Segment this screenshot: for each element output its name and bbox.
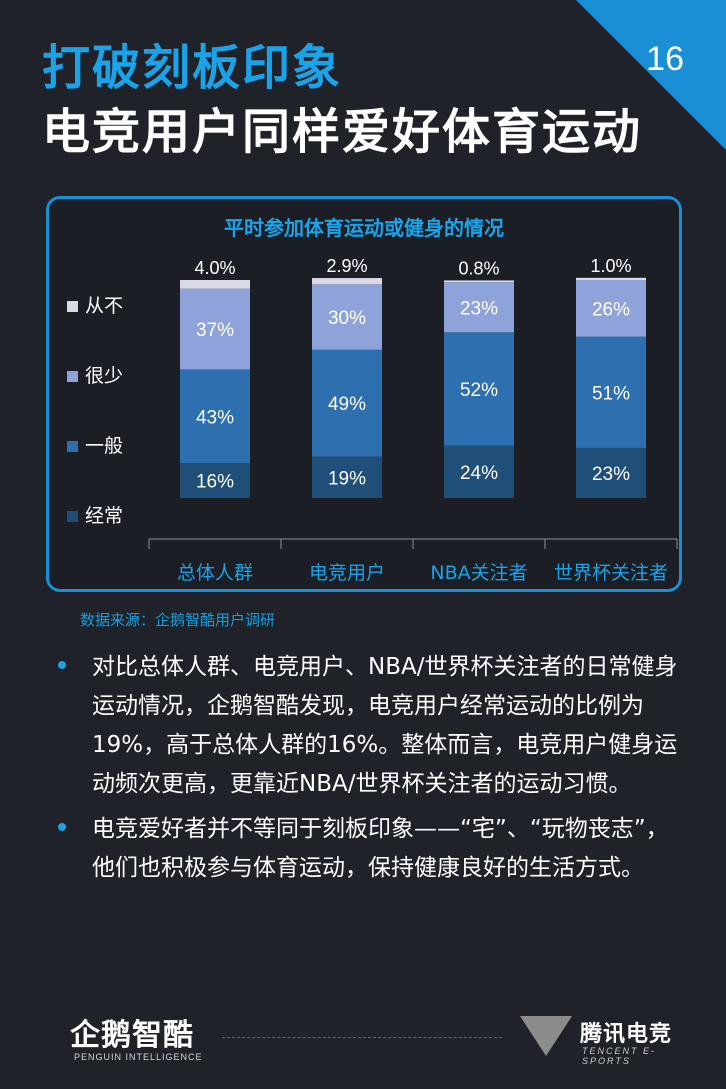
- x-tick-label: NBA关注者: [430, 562, 527, 584]
- bar-segment: [444, 332, 514, 446]
- tencent-esports-logo: 腾讯电竞 TENCENT E-SPORTS: [520, 1014, 700, 1066]
- legend-label: 很少: [85, 365, 123, 387]
- data-label: 43%: [196, 407, 234, 428]
- logo-subtext: PENGUIN INTELLIGENCE: [74, 1052, 203, 1062]
- bar-segment: [312, 456, 382, 498]
- bullet-dot-icon: [58, 661, 66, 669]
- bullet-list: 对比总体人群、电竞用户、NBA/世界杯关注者的日常健身运动情况，企鹅智酷发现，电…: [58, 648, 678, 894]
- page-corner-triangle: [576, 0, 726, 150]
- bar-segment: [180, 288, 250, 370]
- v-logo-icon: [520, 1016, 572, 1056]
- bar-segment: [312, 278, 382, 285]
- bar-segment: [576, 280, 646, 337]
- data-label: 1.0%: [590, 256, 631, 276]
- chart-panel: 平时参加体育运动或健身的情况 16% 43% 37% 4.0% 总体人群 19% 49% 30%…: [46, 196, 682, 592]
- chart-title: 平时参加体育运动或健身的情况: [224, 216, 504, 240]
- bar-segment: [444, 445, 514, 498]
- data-label: 37%: [196, 320, 234, 341]
- bar-segment: [312, 284, 382, 350]
- bullet-item: 电竞爱好者并不等同于刻板印象——“宅”、“玩物丧志”，他们也积极参与体育运动，保…: [58, 810, 678, 888]
- bar-segment: [576, 277, 646, 280]
- penguin-intelligence-logo: 企鹅智酷 PENGUIN INTELLIGENCE: [70, 1010, 220, 1070]
- bar-segment: [312, 349, 382, 457]
- logo-subtext: TENCENT E-SPORTS: [582, 1046, 656, 1066]
- bar-segment: [444, 280, 514, 283]
- page-subtitle: 电竞用户同样爱好体育运动: [42, 104, 643, 160]
- data-label: 30%: [328, 308, 366, 329]
- bullet-text: 电竞爱好者并不等同于刻板印象——“宅”、“玩物丧志”，他们也积极参与体育运动，保…: [92, 816, 669, 881]
- bar-segment: [180, 280, 250, 289]
- x-tick-label: 总体人群: [177, 562, 253, 584]
- legend-swatch: [67, 371, 78, 382]
- page-title: 打破刻板印象: [42, 40, 343, 96]
- data-label: 49%: [328, 394, 366, 415]
- data-label: 23%: [460, 298, 498, 319]
- bullet-text: 对比总体人群、电竞用户、NBA/世界杯关注者的日常健身运动情况，企鹅智酷发现，电…: [92, 654, 678, 797]
- bar-segment: [576, 336, 646, 448]
- bar-segment: [444, 282, 514, 333]
- data-label: 52%: [460, 380, 498, 401]
- data-label: 4.0%: [194, 258, 235, 278]
- legend-label: 经常: [85, 505, 123, 527]
- data-label: 2.9%: [326, 256, 367, 276]
- x-tick-label: 世界杯关注者: [554, 562, 668, 584]
- data-source-note: 数据来源：企鹅智酷用户调研: [80, 611, 276, 629]
- logo-text: 腾讯电竞: [580, 1022, 673, 1047]
- legend-swatch: [67, 511, 78, 522]
- footer-divider: [222, 1037, 502, 1038]
- bar-segment: [576, 447, 646, 498]
- bullet-dot-icon: [58, 823, 66, 831]
- data-label: 16%: [196, 472, 234, 493]
- data-label: 0.8%: [458, 258, 499, 278]
- data-label: 19%: [328, 468, 366, 489]
- legend-swatch: [67, 441, 78, 452]
- data-label: 51%: [592, 383, 630, 404]
- legend-label: 从不: [85, 295, 123, 317]
- data-label: 26%: [592, 299, 630, 320]
- data-label: 24%: [460, 463, 498, 484]
- data-label: 23%: [592, 464, 630, 485]
- x-tick-label: 电竞用户: [309, 562, 385, 584]
- bar-segment: [180, 369, 250, 464]
- bullet-item: 对比总体人群、电竞用户、NBA/世界杯关注者的日常健身运动情况，企鹅智酷发现，电…: [58, 648, 678, 804]
- legend-label: 一般: [85, 435, 123, 457]
- logo-text: 企鹅智酷: [70, 1018, 194, 1053]
- stacked-bar-chart: 平时参加体育运动或健身的情况 16% 43% 37% 4.0% 总体人群 19% 49% 30%…: [67, 216, 678, 584]
- legend-swatch: [67, 301, 78, 312]
- page-number: 16: [646, 40, 684, 78]
- bar-segment: [180, 463, 250, 498]
